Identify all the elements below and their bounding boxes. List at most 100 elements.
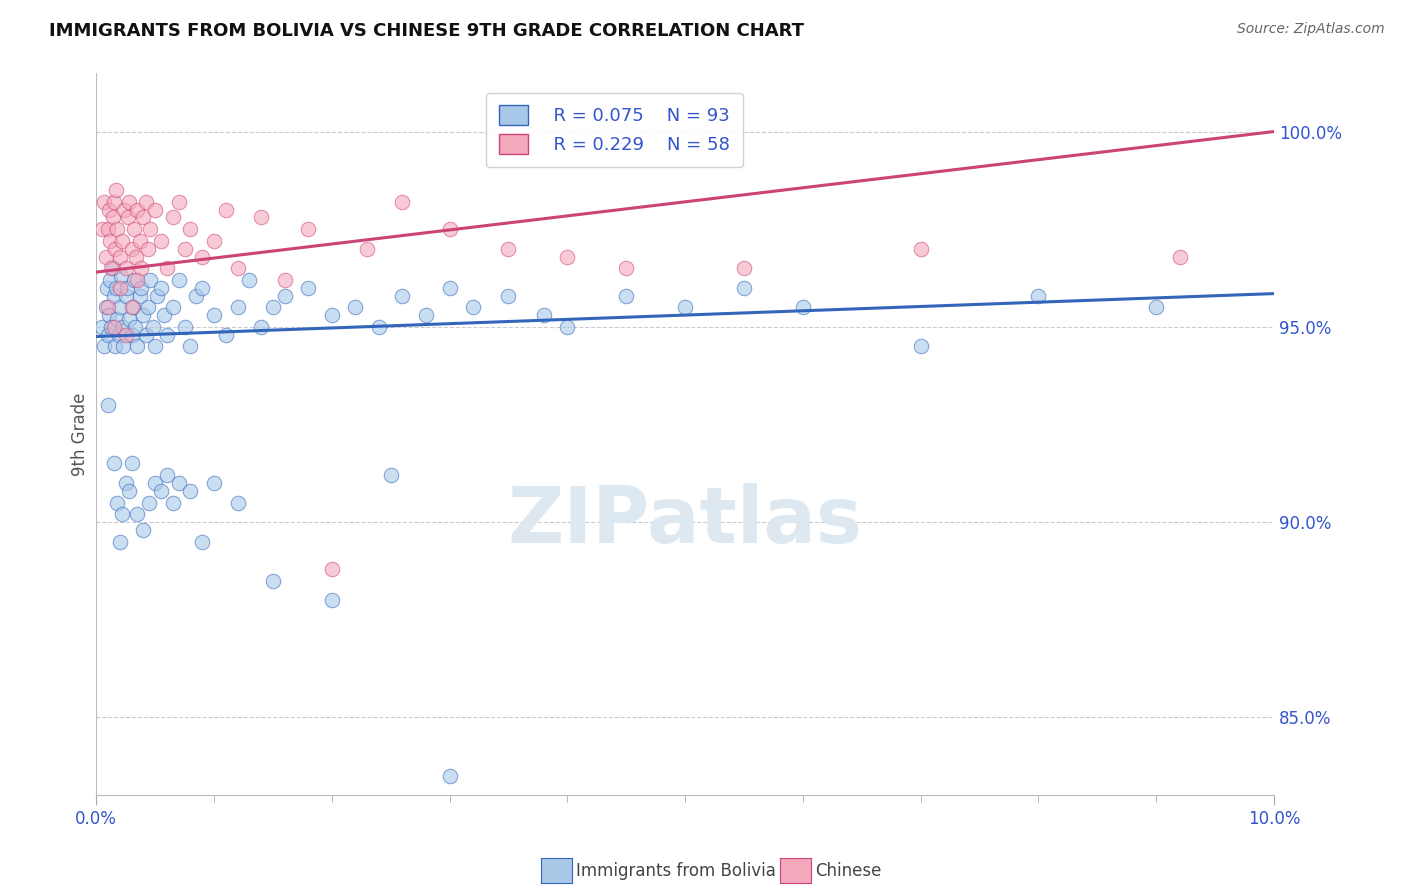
Point — [179, 339, 201, 353]
Point — [107, 327, 129, 342]
Point — [910, 339, 932, 353]
Point — [97, 300, 120, 314]
Point — [108, 534, 131, 549]
Point — [121, 300, 143, 314]
Point — [215, 327, 238, 342]
Point — [108, 281, 131, 295]
Point — [733, 281, 755, 295]
Point — [1144, 300, 1167, 314]
Point — [127, 273, 149, 287]
Point — [103, 288, 125, 302]
Point — [100, 261, 122, 276]
Point — [101, 261, 124, 276]
Point — [121, 300, 143, 314]
Point — [118, 312, 141, 326]
Point — [673, 300, 696, 314]
Point — [367, 319, 389, 334]
Point — [122, 222, 145, 236]
Point — [439, 769, 461, 783]
Point — [215, 202, 238, 217]
Point — [250, 211, 273, 225]
Point — [136, 242, 159, 256]
Point — [167, 194, 190, 209]
Text: IMMIGRANTS FROM BOLIVIA VS CHINESE 9TH GRADE CORRELATION CHART: IMMIGRANTS FROM BOLIVIA VS CHINESE 9TH G… — [49, 22, 804, 40]
Point — [202, 308, 225, 322]
Point — [226, 495, 249, 509]
Point — [103, 457, 125, 471]
Point — [439, 222, 461, 236]
Point — [415, 308, 437, 322]
Point — [127, 507, 149, 521]
Point — [273, 273, 295, 287]
Point — [391, 288, 413, 302]
Point — [191, 534, 214, 549]
Point — [191, 250, 214, 264]
Point — [121, 242, 143, 256]
Point — [498, 288, 520, 302]
Point — [112, 339, 135, 353]
Point — [108, 300, 131, 314]
Point — [128, 288, 150, 302]
Point — [191, 281, 214, 295]
Point — [262, 574, 284, 588]
Point — [98, 273, 121, 287]
Point — [1168, 250, 1191, 264]
Point — [129, 261, 152, 276]
Point — [186, 288, 208, 302]
Point — [439, 281, 461, 295]
Point — [121, 327, 143, 342]
Point — [202, 234, 225, 248]
Point — [127, 339, 149, 353]
Point — [321, 562, 343, 576]
Point — [167, 273, 190, 287]
Point — [114, 288, 136, 302]
Point — [103, 319, 125, 334]
Point — [156, 261, 179, 276]
Legend:   R = 0.075    N = 93,   R = 0.229    N = 58: R = 0.075 N = 93, R = 0.229 N = 58 — [486, 93, 742, 167]
Point — [94, 250, 117, 264]
Point — [614, 261, 637, 276]
Point — [533, 308, 555, 322]
Point — [297, 281, 319, 295]
Point — [498, 242, 520, 256]
Point — [93, 339, 115, 353]
Point — [111, 507, 134, 521]
Point — [162, 211, 184, 225]
Point — [1028, 288, 1050, 302]
Point — [103, 194, 125, 209]
Point — [104, 339, 127, 353]
Point — [98, 234, 121, 248]
Point — [461, 300, 484, 314]
Point — [91, 222, 114, 236]
Point — [162, 495, 184, 509]
Point — [733, 261, 755, 276]
Point — [118, 483, 141, 498]
Point — [132, 308, 155, 322]
Point — [97, 398, 120, 412]
Point — [114, 202, 136, 217]
Point — [100, 319, 122, 334]
Point — [142, 319, 165, 334]
Point — [138, 495, 160, 509]
Point — [143, 339, 166, 353]
Point — [162, 300, 184, 314]
Text: Source: ZipAtlas.com: Source: ZipAtlas.com — [1237, 22, 1385, 37]
Point — [792, 300, 814, 314]
Point — [118, 194, 141, 209]
Point — [105, 222, 128, 236]
Point — [132, 211, 155, 225]
Point — [98, 202, 121, 217]
Point — [344, 300, 367, 314]
Point — [127, 202, 149, 217]
Point — [110, 268, 132, 283]
Point — [132, 523, 155, 537]
Point — [149, 483, 172, 498]
Point — [297, 222, 319, 236]
Point — [124, 319, 146, 334]
Point — [93, 194, 115, 209]
Point — [173, 242, 195, 256]
Point — [226, 261, 249, 276]
Point — [91, 319, 114, 334]
Point — [101, 211, 124, 225]
Point — [117, 211, 139, 225]
